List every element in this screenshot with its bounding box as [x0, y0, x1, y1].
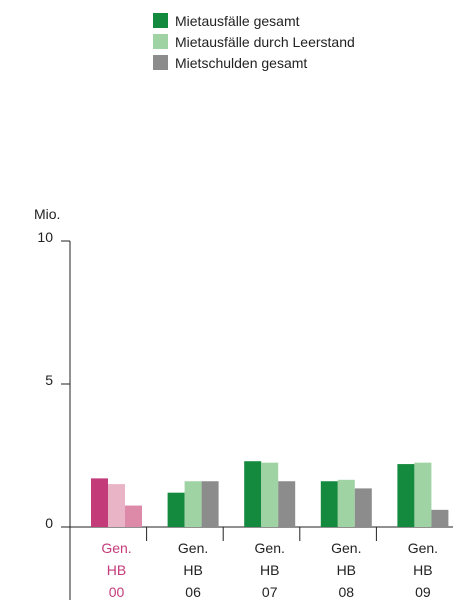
- legend-label-1: Mietausfälle gesamt: [175, 13, 300, 29]
- x-tick-label-1-line-1: Gen.: [101, 540, 131, 556]
- x-tick-label-4-line-3: 08: [339, 584, 355, 600]
- bar-5-series-2: [414, 462, 432, 527]
- y-tick-label-5: 5: [45, 372, 53, 388]
- x-tick-label-2-line-2: HB: [183, 562, 202, 578]
- x-tick-label-3-line-2: HB: [260, 562, 279, 578]
- legend-label-3: Mietschulden gesamt: [175, 55, 307, 71]
- x-tick-label-1-line-3: 00: [109, 584, 125, 600]
- x-tick-label-4-line-2: HB: [337, 562, 356, 578]
- x-tick-label-5-line-1: Gen.: [408, 540, 438, 556]
- x-ticks: Gen. HB 00 Gen. HB 06 Gen. HB 07 Gen. HB 08 Gen. HB 09: [101, 527, 438, 600]
- x-tick-label-5-line-3: 09: [415, 584, 431, 600]
- x-tick-label-4-line-1: Gen.: [331, 540, 361, 556]
- bar-3-series-3: [278, 481, 296, 527]
- bar-5-series-3: [431, 509, 449, 527]
- x-tick-label-2-line-3: 06: [185, 584, 201, 600]
- bar-3-series-1: [244, 461, 262, 527]
- bar-1-series-3: [125, 505, 142, 527]
- bar-2-series-3: [201, 481, 219, 527]
- x-tick-label-5-line-2: HB: [413, 562, 432, 578]
- bar-2-series-1: [167, 492, 185, 527]
- x-tick-label-1-line-2: HB: [107, 562, 126, 578]
- y-tick-label-10: 10: [37, 229, 53, 245]
- bar-4-series-1: [320, 481, 338, 527]
- legend-swatch-1: [153, 13, 168, 28]
- bars: [91, 461, 449, 527]
- x-tick-label-2-line-1: Gen.: [178, 540, 208, 556]
- bar-1-series-1: [91, 478, 108, 527]
- legend: Mietausfälle gesamt Mietausfälle durch Le…: [153, 13, 355, 71]
- bar-5-series-1: [397, 464, 415, 527]
- x-tick-label-3-line-3: 07: [262, 584, 278, 600]
- y-axis-label: Mio.: [34, 206, 60, 222]
- legend-label-2: Mietausfälle durch Leerstand: [175, 34, 355, 50]
- bar-4-series-2: [337, 479, 355, 527]
- legend-swatch-2: [153, 34, 168, 49]
- legend-swatch-3: [153, 55, 168, 70]
- y-ticks: 0 5 10: [37, 229, 70, 531]
- bar-4-series-3: [354, 488, 372, 527]
- bar-2-series-2: [184, 481, 202, 527]
- y-tick-label-0: 0: [45, 515, 53, 531]
- x-tick-label-3-line-1: Gen.: [255, 540, 285, 556]
- bar-3-series-2: [261, 462, 279, 527]
- bar-1-series-2: [108, 484, 125, 527]
